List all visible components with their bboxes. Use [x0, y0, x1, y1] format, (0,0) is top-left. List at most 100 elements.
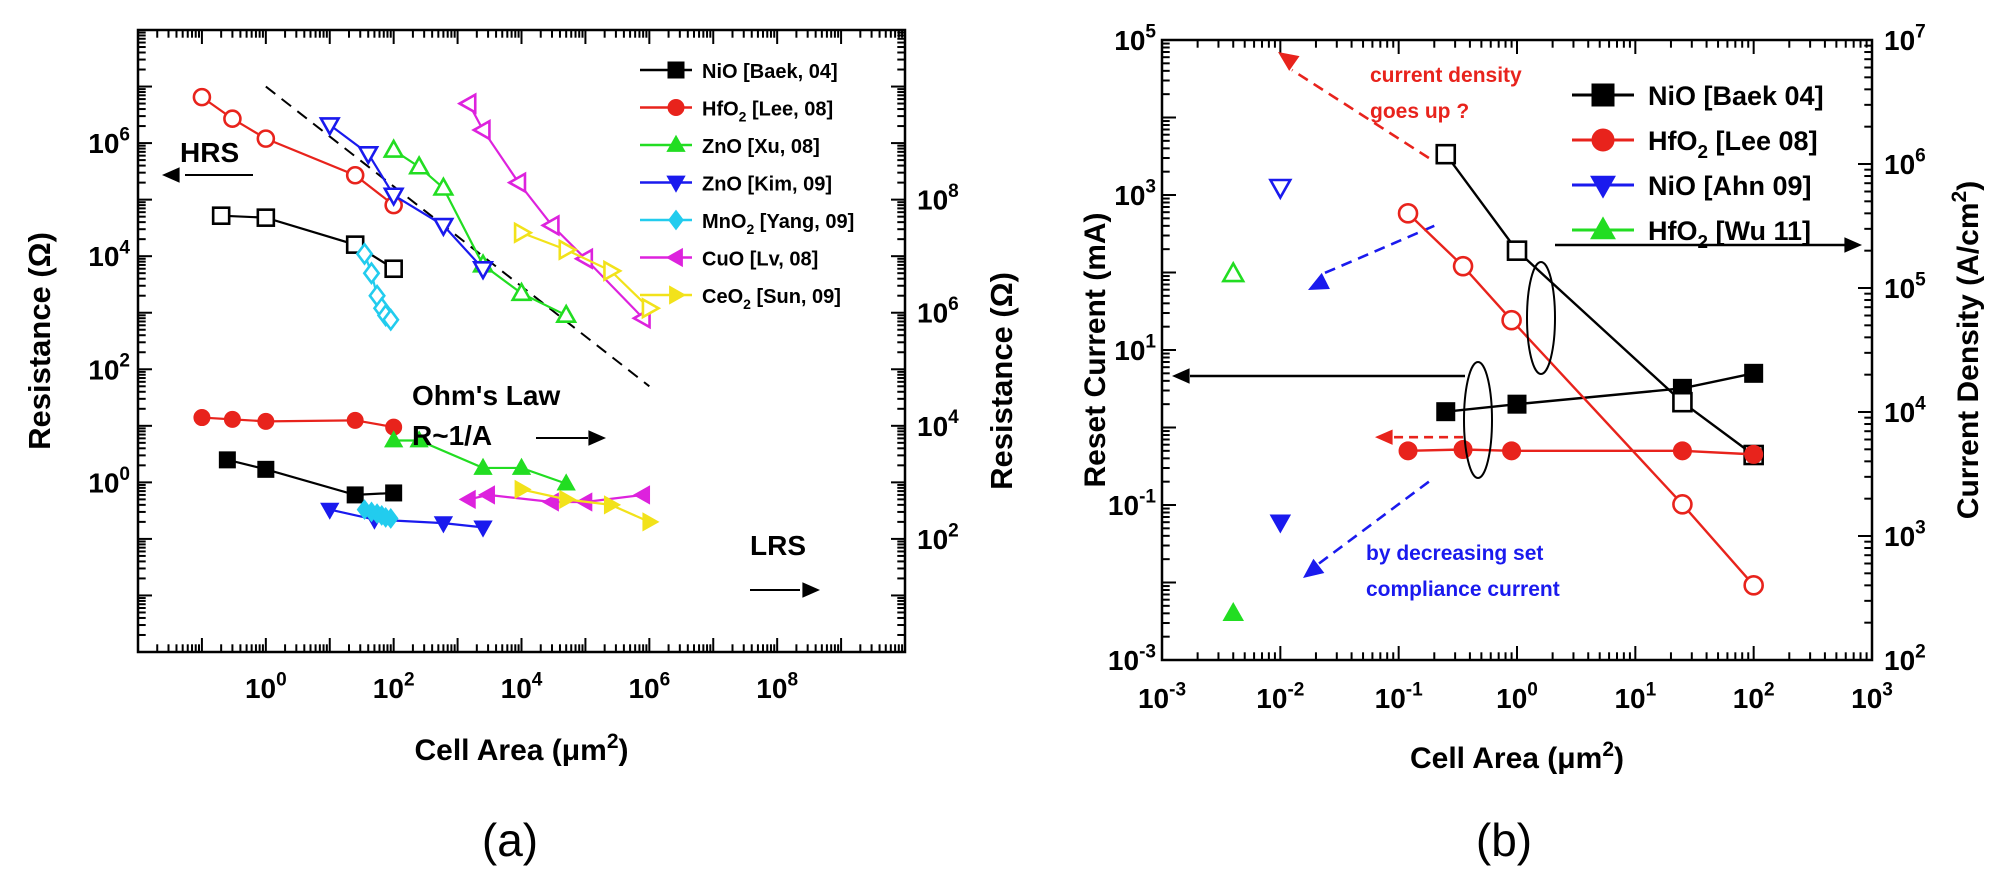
- x-tick-label: 106: [628, 669, 670, 704]
- data-point-hrs: [256, 208, 276, 227]
- legend-label: NiO [Baek 04]: [1648, 81, 1824, 111]
- decrease-arrow-upper-head: [1308, 272, 1330, 290]
- data-point-hrs: [513, 221, 534, 244]
- data-point-lrs: [642, 512, 660, 532]
- y2-axis-label: Resistance (Ω): [984, 272, 1019, 490]
- data-point-lrs: [223, 410, 241, 428]
- x-tick-label: 102: [373, 669, 415, 704]
- x-tick-label: 101: [1614, 679, 1656, 714]
- series-line-lrs: [521, 488, 650, 523]
- data-point-density: [1506, 240, 1528, 261]
- series-line-hrs: [221, 214, 395, 270]
- data-point-current: [1453, 440, 1473, 460]
- decrease-arrow-lower: [1316, 480, 1430, 567]
- x-tick-label: 10-3: [1138, 679, 1186, 714]
- reset-level-arrow-head: [1375, 429, 1393, 445]
- y-tick-label: 103: [1114, 176, 1156, 211]
- y2-tick-label: 103: [1884, 517, 1926, 552]
- decrease-arrow-upper: [1319, 224, 1435, 277]
- x-tick-label: 100: [245, 669, 287, 704]
- x-tick-label: 10-1: [1375, 679, 1423, 714]
- legend-marker: [1590, 175, 1616, 199]
- y-axis-label: Resistance (Ω): [22, 232, 57, 450]
- data-point-lrs: [320, 502, 340, 520]
- x-tick-label: 108: [756, 669, 798, 704]
- data-point-hrs: [432, 176, 455, 196]
- data-point-hrs: [506, 171, 527, 194]
- data-point-lrs: [559, 489, 577, 510]
- data-point-lrs: [433, 516, 454, 534]
- data-point-hrs: [384, 259, 403, 279]
- legend-marker: [666, 134, 686, 152]
- current-ellipse: [1463, 361, 1493, 479]
- legend-label: ZnO [Xu, 08]: [702, 136, 820, 158]
- panel-b-chart: 10-3 10-2 10-1 100 101 102 10310-310-110110310…: [1079, 21, 1985, 775]
- lrs-arrow-head: [802, 582, 820, 598]
- data-point-hrs: [432, 217, 455, 238]
- data-point-hrs: [211, 206, 231, 225]
- panel-a-chart: 100 102 104 106 108 100 102 104 106 102 104 106 108 C…: [22, 28, 1019, 767]
- data-point-lrs: [603, 495, 622, 515]
- y-tick-label: 104: [88, 238, 130, 273]
- series-line-current: [1445, 372, 1754, 413]
- data-point-lrs: [193, 409, 211, 427]
- y-tick-label: 106: [88, 124, 130, 159]
- data-point-current: [1672, 441, 1692, 461]
- data-point-hrs: [355, 242, 374, 266]
- legend-label: CuO [Lv, 08]: [702, 249, 818, 271]
- data-point-density: [1672, 391, 1693, 413]
- legend-label: HfO2 [Wu 11]: [1648, 216, 1811, 253]
- hrs-arrow-head: [162, 167, 180, 183]
- legend-label: ZnO [Kim, 09]: [702, 174, 832, 196]
- data-point-density: [1452, 255, 1474, 277]
- y2-tick-label: 106: [1884, 145, 1926, 180]
- y-tick-label: 102: [88, 351, 130, 386]
- x-tick-label: 103: [1851, 679, 1893, 714]
- legend-label: HfO2 [Lee, 08]: [702, 99, 833, 125]
- legend-marker: [1590, 216, 1616, 240]
- panel-a-caption: (a): [482, 814, 538, 866]
- decrease-arrow-lower-head: [1303, 558, 1325, 578]
- data-point-density: [1268, 178, 1293, 201]
- data-point-lrs: [382, 508, 399, 529]
- y2-tick-label: 106: [917, 294, 959, 329]
- data-point-hrs: [540, 214, 560, 237]
- data-point-hrs: [555, 303, 578, 324]
- data-point-current: [1744, 444, 1764, 464]
- density-axis-arrow-head: [1844, 237, 1862, 253]
- x-axis-label: Cell Area (μm2): [1410, 738, 1624, 775]
- data-point-hrs: [603, 259, 623, 282]
- y2-tick-label: 105: [1884, 269, 1926, 304]
- density-up-arrow: [1291, 68, 1430, 160]
- y-tick-label: 10-1: [1108, 486, 1156, 521]
- data-point-lrs: [218, 451, 236, 469]
- data-point-hrs: [558, 238, 579, 261]
- y2-tick-label: 108: [917, 181, 959, 216]
- legend-marker: [669, 285, 687, 305]
- data-point-lrs: [384, 430, 404, 448]
- data-point-density: [1221, 260, 1246, 283]
- legend-marker: [1591, 83, 1615, 107]
- y-tick-label: 105: [1114, 21, 1156, 56]
- lrs-label: LRS: [750, 530, 806, 561]
- data-point-current: [1744, 363, 1764, 383]
- data-point-hrs: [345, 165, 365, 185]
- data-point-current: [1398, 441, 1418, 461]
- legend-marker: [667, 61, 685, 79]
- y2-tick-label: 102: [917, 520, 959, 555]
- data-point-hrs: [510, 281, 533, 302]
- data-point-lrs: [257, 412, 275, 430]
- legend-marker: [668, 209, 684, 231]
- decrease-label: by decreasing set: [1366, 542, 1543, 565]
- data-point-hrs: [357, 145, 380, 166]
- y-tick-label: 101: [1114, 331, 1156, 366]
- data-point-current: [1222, 601, 1244, 622]
- data-point-hrs: [471, 261, 495, 281]
- data-point-density: [1501, 309, 1522, 331]
- series-line-lrs: [329, 508, 484, 529]
- x-tick-label: 10-2: [1256, 679, 1304, 714]
- legend-label: NiO [Baek, 04]: [702, 61, 838, 83]
- series-line-hrs: [521, 231, 651, 310]
- series-line-density: [1444, 153, 1755, 456]
